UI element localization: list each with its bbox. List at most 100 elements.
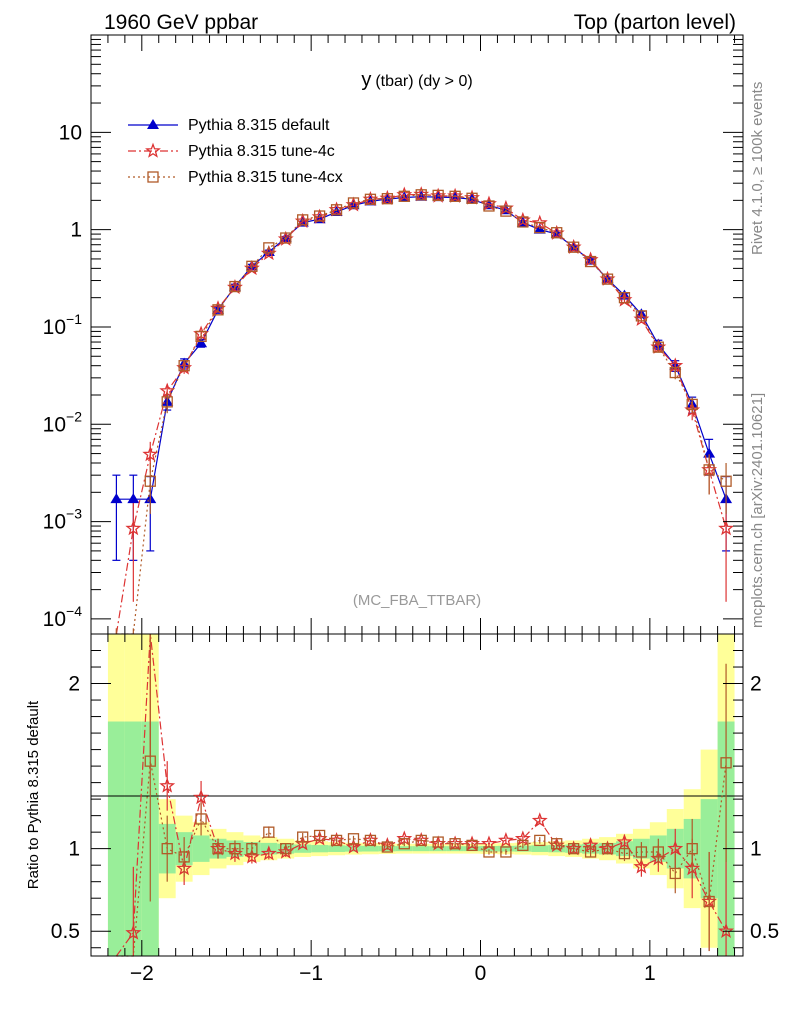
ratio-point-star-marker: [345, 838, 362, 854]
main-axis-ticks: [90, 35, 743, 634]
x-tick-label: −2: [130, 962, 154, 985]
legend-square-marker: [147, 171, 159, 183]
ratio-point-star-marker: [193, 789, 210, 805]
stat-band: [514, 845, 532, 852]
stat-band: [429, 846, 447, 852]
y-tick-label: 1: [70, 219, 82, 242]
ratio-point-square-marker: [618, 847, 631, 860]
ratio-point-square-marker: [432, 836, 444, 848]
legend-triangle-marker: [147, 119, 159, 129]
ratio-point-square-marker: [652, 846, 664, 858]
ratio-point-star-marker: [159, 777, 176, 793]
ratio-y-tick-label-right: 1: [750, 838, 762, 861]
y-tick-label-base: 10: [43, 413, 66, 436]
y-tick-label-exponent: −1: [66, 311, 82, 327]
point-square-marker: [313, 210, 326, 222]
header-left: 1960 GeV ppbar: [104, 11, 258, 34]
ratio-point-square-marker: [246, 843, 258, 855]
ratio-point-square-marker: [635, 846, 648, 858]
point-square-marker: [178, 360, 190, 372]
stat-band: [311, 845, 329, 853]
ratio-point-square-marker: [178, 851, 190, 863]
stat-band: [124, 721, 142, 956]
series-2: [115, 189, 732, 635]
point-square-marker: [601, 273, 614, 285]
legend-entry-tune4c: Pythia 8.315 tune-4c: [128, 142, 335, 160]
point-square-marker: [297, 214, 309, 226]
point-square-marker: [347, 197, 360, 209]
analysis-watermark: (MC_FBA_TTBAR): [353, 592, 481, 609]
point-square-marker: [280, 232, 292, 244]
ratio-point-star-marker: [125, 924, 142, 940]
main-series-layer: [110, 186, 735, 635]
ratio-y-tick-label-left: 2: [68, 673, 80, 696]
point-square-marker: [551, 227, 563, 239]
x-tick-labels: −2 −1 0 1: [130, 962, 656, 985]
point-square-marker: [652, 341, 664, 353]
stat-band: [531, 845, 549, 852]
ratio-point-square-marker: [347, 833, 360, 845]
point-square-marker: [584, 255, 597, 268]
ratio-y-tick-labels: 0.5 0.5 1 1 2 2: [51, 673, 779, 944]
ratio-point-square-marker: [144, 755, 156, 767]
y-tick-label-exponent: −3: [66, 506, 82, 522]
point-square-marker: [720, 475, 732, 487]
point-square-marker: [381, 193, 394, 205]
point-square-marker: [686, 398, 698, 411]
point-square-marker: [618, 292, 631, 304]
point-square-marker: [195, 330, 207, 343]
series-line: [116, 196, 727, 500]
series-line: [115, 193, 727, 635]
ratio-panel: 0.5 0.5 1 1 2 2 −2 −1 0 1 Ratio to Pythia 8.315 …: [25, 633, 779, 985]
ratio-point-square-marker: [551, 838, 563, 850]
ratio-point-square-marker: [686, 843, 698, 855]
y-tick-label-base: 10: [43, 608, 66, 631]
point-square-marker: [398, 190, 410, 202]
point-square-marker: [517, 216, 529, 228]
point-square-marker: [500, 205, 512, 217]
y-tick-label: 10−1: [43, 311, 83, 339]
ratio-point-square-marker: [364, 834, 377, 847]
point-triangle-marker: [703, 447, 716, 458]
ratio-point-square-marker: [212, 843, 224, 855]
stat-band: [361, 845, 379, 852]
rivet-label: Rivet 4.1.0, ≥ 100k events: [749, 82, 766, 255]
x-tick-label: 1: [644, 962, 656, 985]
ratio-point-star-marker: [667, 840, 684, 856]
ratio-series-0: [115, 633, 735, 957]
ratio-frame: [90, 633, 744, 957]
stat-band: [192, 835, 210, 862]
ratio-point-star-marker: [616, 833, 633, 849]
stat-band: [463, 846, 481, 852]
point-square-marker: [432, 189, 444, 202]
ratio-series-layer: [115, 633, 735, 957]
ratio-y-tick-label-right: 2: [750, 673, 762, 696]
ratio-point-square-marker: [703, 895, 715, 908]
ratio-point-square-marker: [534, 834, 546, 847]
legend-entry-tune4cx: Pythia 8.315 tune-4cx: [128, 169, 343, 186]
ratio-point-star-marker: [243, 848, 260, 864]
ratio-point-star-marker: [633, 858, 650, 874]
ratio-point-square-marker: [517, 839, 529, 852]
ratio-point-square-marker: [483, 846, 495, 858]
plot-title-main: y: [361, 69, 371, 91]
ratio-point-square-marker: [330, 834, 343, 847]
plot-title: y (tbar) (dy > 0): [361, 69, 472, 91]
y-tick-label-base: 10: [59, 121, 82, 144]
stat-band: [107, 721, 125, 956]
y-tick-label-base: 10: [43, 316, 66, 339]
ratio-point-square-marker: [500, 846, 512, 858]
y-tick-label: 10−3: [43, 506, 83, 534]
legend-label-tune4cx: Pythia 8.315 tune-4cx: [188, 169, 343, 186]
ratio-point-square-marker: [263, 826, 275, 838]
x-tick-label: 0: [475, 962, 487, 985]
ratio-point-square-marker: [669, 867, 681, 880]
point-triangle-marker: [110, 493, 123, 504]
plot-title-sub: (tbar) (dy > 0): [375, 73, 472, 90]
point-triangle-marker: [127, 493, 140, 504]
legend-label-default: Pythia 8.315 default: [188, 117, 330, 134]
series-line: [116, 194, 727, 635]
point-square-marker: [483, 200, 495, 212]
y-tick-label-base: 1: [70, 219, 82, 242]
point-square-marker: [415, 189, 427, 201]
